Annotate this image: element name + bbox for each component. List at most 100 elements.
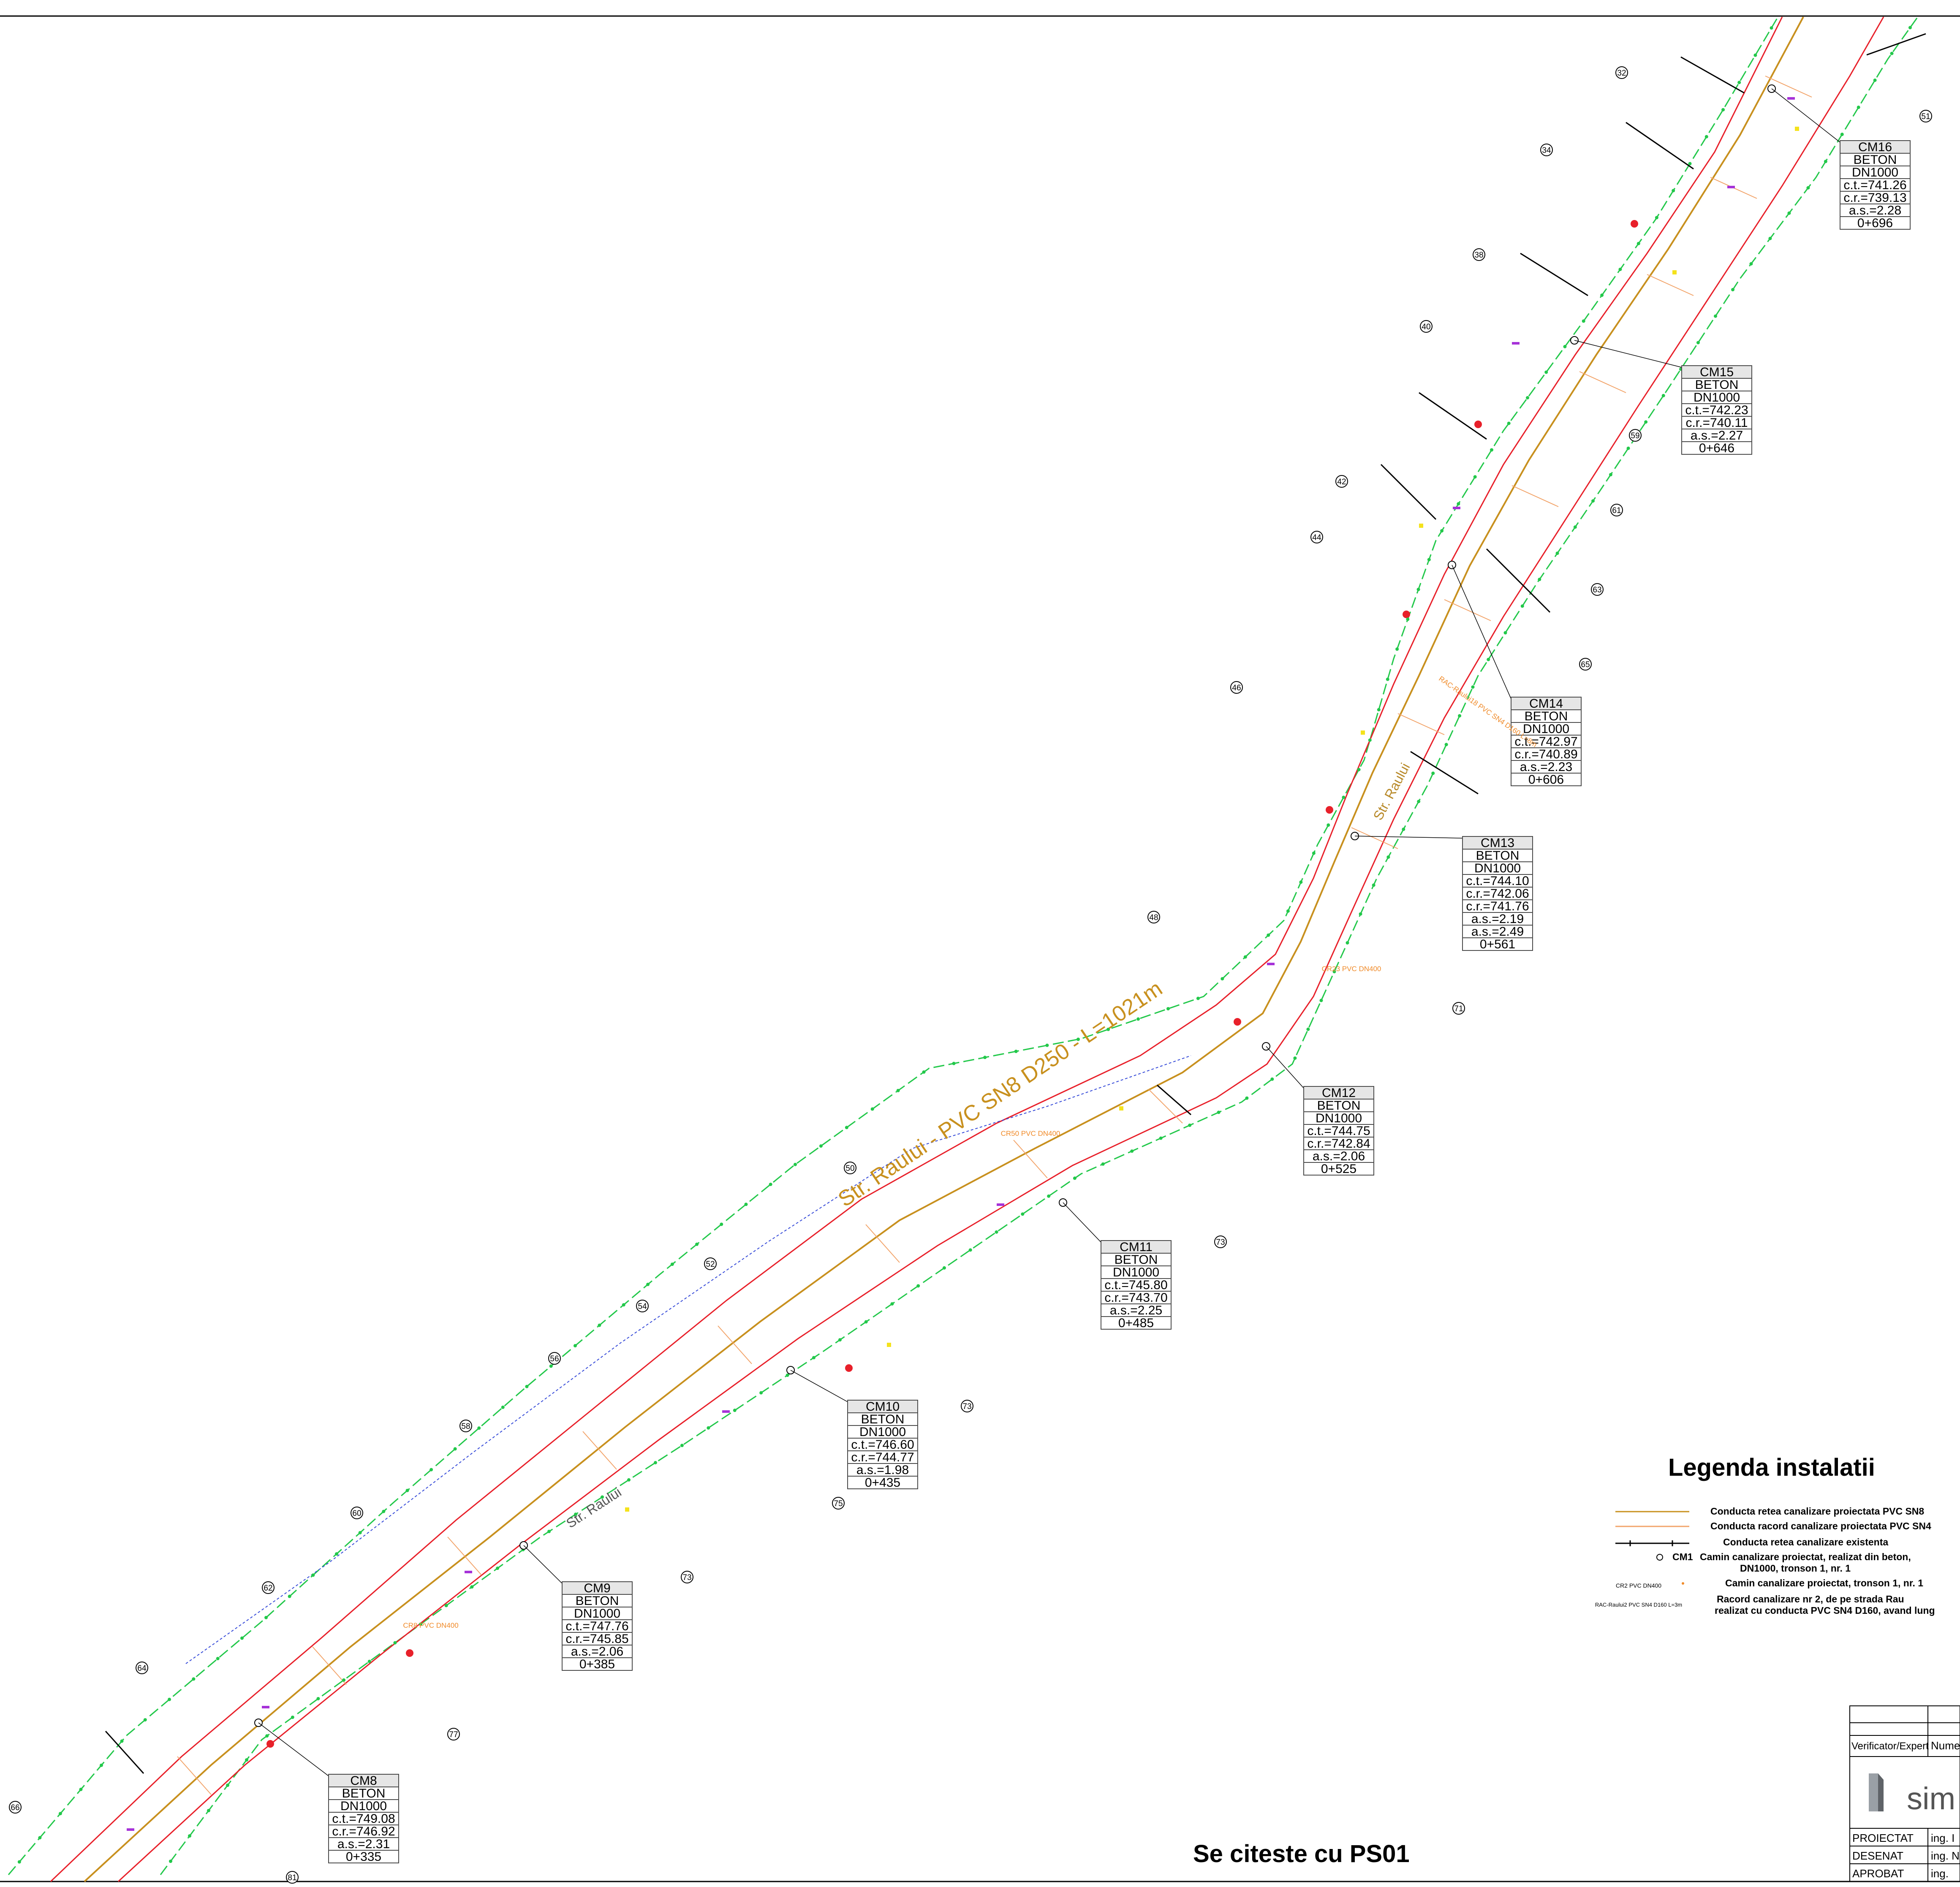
manhole-field: DN1000	[1523, 722, 1569, 736]
house-number: 73	[682, 1573, 691, 1582]
house-number: 46	[1232, 684, 1241, 692]
manhole-field: c.t.=742.23	[1685, 403, 1748, 417]
network-marker	[1609, 473, 1612, 477]
legend-manhole-symbol	[1656, 1554, 1663, 1561]
network-marker	[501, 1405, 505, 1409]
street-label: Str. Raului	[563, 1484, 624, 1531]
network-marker	[1021, 1212, 1025, 1216]
network-marker	[1544, 370, 1548, 374]
manhole-info-boxes: CM16BETONDN1000c.t.=741.26c.r.=739.13a.s…	[328, 140, 1911, 1864]
network-marker	[1737, 81, 1741, 84]
network-marker	[207, 1809, 210, 1812]
network-marker	[845, 1126, 848, 1129]
house-number-marker	[1310, 531, 1323, 543]
network-marker	[794, 1162, 797, 1166]
legend-chamber-label: CR2 PVC DN400	[1616, 1582, 1661, 1589]
network-marker	[58, 1812, 62, 1816]
purple-tags	[127, 97, 1795, 1831]
manhole-field: c.r.=742.06	[1466, 887, 1529, 901]
manhole-field: 0+606	[1528, 773, 1564, 787]
network-marker	[922, 1070, 926, 1074]
network-marker	[358, 1531, 362, 1534]
network-marker	[265, 1734, 269, 1738]
house-number: 54	[638, 1302, 647, 1311]
network-marker	[1332, 970, 1336, 974]
manhole-field: c.r.=743.70	[1104, 1291, 1167, 1305]
manhole-field: a.s.=1.98	[856, 1463, 909, 1477]
manhole-field: BETON	[1525, 709, 1568, 723]
house-number: 66	[11, 1803, 19, 1812]
network-marker	[1806, 186, 1810, 190]
manhole-field: 0+696	[1857, 216, 1893, 230]
network-marker	[382, 1510, 386, 1513]
manhole-box: CM15BETONDN1000c.t.=742.23c.r.=740.11a.s…	[1681, 365, 1752, 455]
house-number: 50	[845, 1164, 854, 1173]
house-number-marker	[447, 1728, 460, 1740]
manhole-box: CM10BETONDN1000c.t.=746.60c.r.=744.77a.s…	[847, 1400, 918, 1490]
service-connections	[177, 76, 1812, 1795]
network-marker	[1386, 677, 1389, 681]
network-marker	[1077, 1037, 1080, 1041]
manhole-leader	[523, 1545, 563, 1584]
manhole-field: BETON	[1695, 378, 1739, 392]
network-marker	[1159, 1136, 1163, 1140]
network-marker	[838, 1338, 842, 1342]
house-number: 62	[264, 1584, 272, 1593]
legend-item-cont: DN1000, tronson 1, nr. 1	[1740, 1563, 1851, 1574]
network-marker	[1655, 216, 1658, 220]
footer-note: Se citeste cu PS01	[1193, 1840, 1410, 1868]
legend-title: Legenda instalatii	[1668, 1454, 1875, 1481]
legend: Legenda instalatii Conducta retea canali…	[1595, 1454, 1935, 1616]
network-marker	[1626, 446, 1630, 450]
network-marker	[1444, 743, 1448, 747]
manhole-field: BETON	[576, 1594, 619, 1608]
house-number: 75	[834, 1499, 843, 1508]
network-marker	[1714, 314, 1718, 318]
network-marker	[1637, 242, 1640, 245]
house-number: 56	[550, 1355, 559, 1363]
manhole-box: CM13BETONDN1000c.t.=744.10c.r.=742.06c.r…	[1462, 836, 1533, 951]
network-marker	[335, 1552, 339, 1556]
manhole-field: a.s.=2.06	[1313, 1149, 1365, 1163]
house-number: 81	[288, 1873, 296, 1882]
manhole-box: CM16BETONDN1000c.t.=741.26c.r.=739.13a.s…	[1840, 140, 1911, 230]
manhole-field: c.r.=746.92	[332, 1825, 395, 1838]
company-logo-icon	[1869, 1773, 1878, 1811]
network-marker	[759, 1391, 763, 1395]
street-corridor	[8, 16, 1926, 1882]
house-numbers: 32 34 38 40 42 44 46 48 50 52 54 56 58 60 62 64 66 81 51 59…	[9, 66, 1932, 1884]
network-marker	[1416, 587, 1420, 591]
network-marker	[1696, 341, 1700, 345]
network-marker	[1873, 79, 1877, 82]
network-marker	[890, 1302, 894, 1306]
street-label: Str. Raului	[1370, 760, 1413, 823]
network-marker	[1471, 685, 1475, 689]
manhole-field: DN1000	[574, 1607, 620, 1621]
network-marker	[1490, 448, 1493, 452]
network-marker	[1395, 647, 1399, 651]
network-marker	[680, 1444, 684, 1447]
manhole-field: a.s.=2.25	[1110, 1303, 1162, 1317]
network-marker	[1217, 1110, 1221, 1114]
house-number-marker	[704, 1257, 717, 1270]
manhole-id: CM12	[1322, 1086, 1356, 1100]
network-marker	[744, 1203, 748, 1206]
network-marker	[367, 1659, 371, 1663]
network-marker	[1130, 1149, 1134, 1153]
network-marker	[143, 1718, 147, 1722]
house-number: 58	[461, 1422, 470, 1431]
tb-role: DESENAT	[1852, 1849, 1903, 1862]
network-marker	[549, 1364, 553, 1368]
network-marker	[1770, 26, 1773, 30]
house-number: 52	[706, 1260, 715, 1269]
network-marker	[1312, 851, 1316, 855]
title-block: Verificator/Expert Nume sim PROIECTAT in…	[1849, 1705, 1960, 1882]
house-number: 63	[1593, 586, 1601, 595]
network-marker	[1346, 941, 1349, 945]
manhole-field: DN1000	[1694, 391, 1740, 405]
manhole-field: c.t.=744.10	[1466, 874, 1529, 888]
network-marker	[169, 1860, 172, 1863]
manhole-id: CM10	[866, 1400, 900, 1414]
manhole-field: DN1000	[1113, 1265, 1159, 1279]
blue-dashed-line	[185, 1055, 1191, 1664]
